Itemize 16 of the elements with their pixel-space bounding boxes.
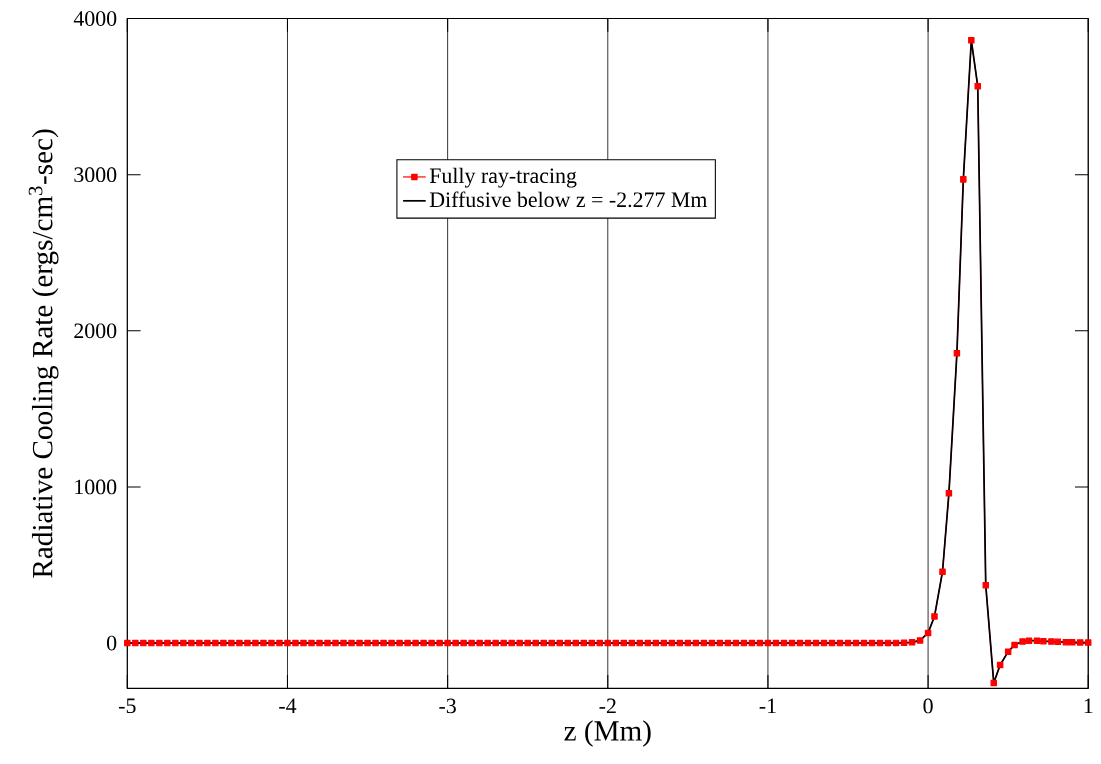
x-tick-label: 1 [1084,698,1093,714]
y-tick-label: 0 [107,635,117,651]
y-tick-label: 2000 [74,323,117,339]
legend-label: Fully ray-tracing [429,167,577,188]
y-axis-title: Radiative Cooling Rate (ergs/cm$^{3}$-sec) [28,129,59,578]
x-tick-label: -5 [119,698,136,714]
x-tick-label: 0 [923,698,933,714]
legend-label: Diffusive below z = -2.277 Mm [429,191,708,208]
x-tick-label: -4 [279,698,297,713]
y-tick-label: 1000 [75,479,117,495]
y-tick-label: 4000 [73,11,117,26]
x-tick-label: -3 [439,698,456,714]
x-tick-label: -1 [759,698,776,714]
x-axis-title: z (Mm) [564,720,651,747]
x-tick-label: -2 [599,698,616,714]
y-tick-label: 3000 [74,167,117,183]
